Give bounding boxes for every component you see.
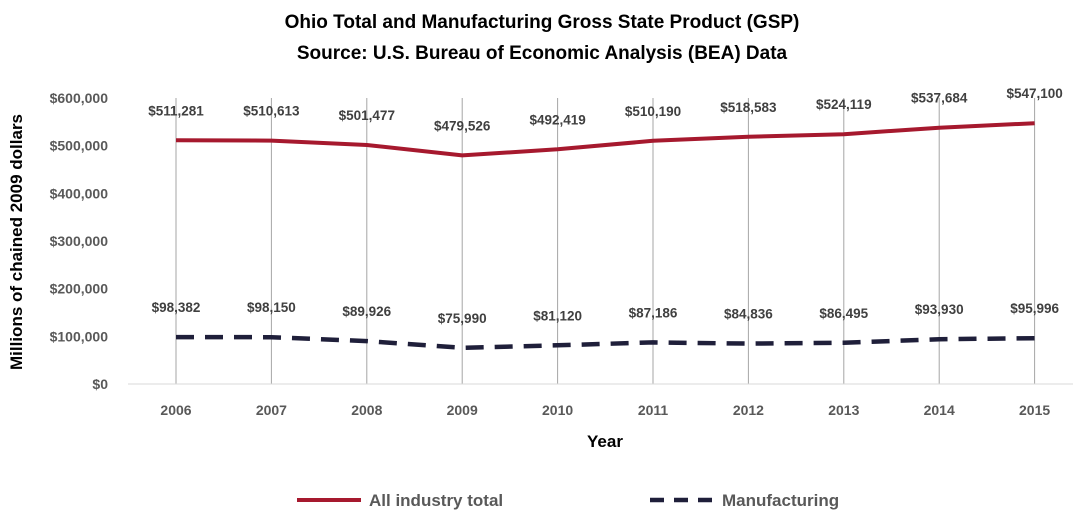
data-label: $84,836 (724, 307, 773, 322)
chart-subtitle: Source: U.S. Bureau of Economic Analysis… (297, 43, 788, 64)
chart-title: Ohio Total and Manufacturing Gross State… (285, 12, 800, 33)
y-tick-label: $200,000 (50, 281, 109, 297)
series-lines (175, 121, 1035, 351)
y-tick-label: $400,000 (50, 185, 109, 201)
data-label: $547,100 (1006, 86, 1062, 101)
data-label: $98,150 (247, 300, 296, 315)
x-tick-label: 2009 (447, 402, 478, 418)
data-label: $524,119 (816, 97, 872, 112)
x-tick-label: 2012 (733, 402, 764, 418)
y-tick-label: $100,000 (50, 328, 109, 344)
y-tick-label: $600,000 (50, 90, 109, 106)
data-label: $518,583 (720, 100, 777, 115)
series-line-all-industry (175, 121, 1035, 158)
x-tick-label: 2013 (828, 402, 859, 418)
data-label: $89,926 (342, 304, 391, 319)
data-label: $95,996 (1010, 301, 1059, 316)
x-tick-label: 2011 (638, 402, 669, 418)
data-labels: $511,281 $510,613 $501,477 $479,526 $492,419… (148, 86, 1063, 326)
data-label: $479,526 (434, 118, 491, 133)
x-tick-label: 2006 (160, 402, 191, 418)
y-tick-label: $500,000 (50, 138, 109, 154)
data-label: $98,382 (152, 300, 201, 315)
y-axis-title: Millions of chained 2009 dollars (7, 114, 26, 370)
data-label: $511,281 (148, 103, 204, 118)
data-label: $537,684 (911, 91, 968, 106)
x-axis-title: Year (587, 432, 623, 451)
legend-label: Manufacturing (722, 491, 839, 510)
x-tick-label: 2008 (351, 402, 382, 418)
data-label: $86,495 (819, 306, 868, 321)
data-label: $87,186 (629, 305, 678, 320)
legend-label: All industry total (369, 491, 503, 510)
y-axis: $0 $100,000 $200,000 $300,000 $400,000 $500,0… (50, 90, 109, 392)
x-tick-label: 2010 (542, 402, 573, 418)
data-label: $81,120 (533, 308, 582, 323)
data-label: $501,477 (339, 108, 395, 123)
data-label: $510,190 (625, 104, 681, 119)
data-label: $492,419 (529, 112, 585, 127)
legend: All industry total Manufacturing (297, 491, 839, 510)
y-tick-label: $0 (92, 376, 108, 392)
series-line-manufacturing (175, 334, 1035, 351)
x-axis: 2006 2007 2008 2009 2010 2011 2012 2013 2014 2015 (128, 383, 1073, 418)
y-tick-label: $300,000 (50, 233, 109, 249)
x-tick-label: 2014 (924, 402, 955, 418)
data-label: $93,930 (915, 302, 964, 317)
data-label: $75,990 (438, 311, 487, 326)
x-tick-label: 2015 (1019, 402, 1050, 418)
data-label: $510,613 (243, 104, 300, 119)
x-tick-label: 2007 (256, 402, 287, 418)
